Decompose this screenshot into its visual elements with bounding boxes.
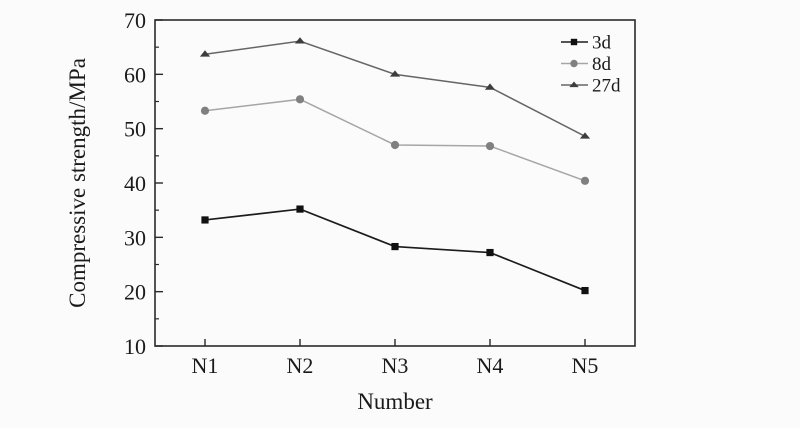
- legend-marker-3d: [570, 38, 578, 46]
- y-tick-label: 20: [124, 280, 146, 305]
- plot-border: [154, 19, 636, 347]
- marker-8d-N5: [580, 176, 590, 185]
- y-tick-label: 10: [124, 334, 146, 359]
- marker-27d-N3: [389, 70, 401, 77]
- marker-8d-N3: [390, 140, 400, 150]
- marker-3d-N5: [581, 286, 589, 295]
- series-line-27d: [204, 40, 586, 137]
- legend-label-27d: 27d: [592, 76, 621, 97]
- y-tick-label: 50: [124, 117, 146, 142]
- x-tick-label: N5: [572, 353, 599, 378]
- x-tick-label: N1: [192, 353, 219, 378]
- marker-27d-N2: [294, 37, 306, 44]
- y-tick-label: 60: [124, 62, 146, 87]
- x-tick-label: N2: [287, 353, 314, 378]
- y-tick-label: 30: [124, 225, 146, 250]
- marker-3d-N1: [201, 216, 209, 224]
- y-tick-label: 70: [124, 8, 146, 33]
- marker-8d-N1: [200, 106, 210, 115]
- series-line-8d: [204, 98, 586, 182]
- legend-label-8d: 8d: [592, 54, 612, 75]
- marker-27d-N1: [199, 50, 211, 57]
- marker-27d-N4: [484, 83, 496, 90]
- y-axis-title: Compressive strength/MPa: [65, 58, 90, 308]
- marker-8d-N4: [485, 141, 495, 151]
- marker-3d-N2: [296, 205, 304, 213]
- legend-marker-8d: [570, 59, 578, 68]
- marker-27d-N5: [579, 132, 591, 139]
- marker-3d-N4: [486, 248, 494, 257]
- marker-8d-N2: [295, 95, 305, 104]
- x-tick-label: N3: [382, 353, 409, 378]
- legend-label-3d: 3d: [592, 33, 612, 54]
- x-axis-title: Number: [357, 389, 433, 414]
- x-tick-label: N4: [477, 353, 504, 378]
- marker-3d-N3: [391, 242, 399, 251]
- y-tick-label: 40: [124, 171, 146, 196]
- legend-marker-27d: [569, 81, 579, 88]
